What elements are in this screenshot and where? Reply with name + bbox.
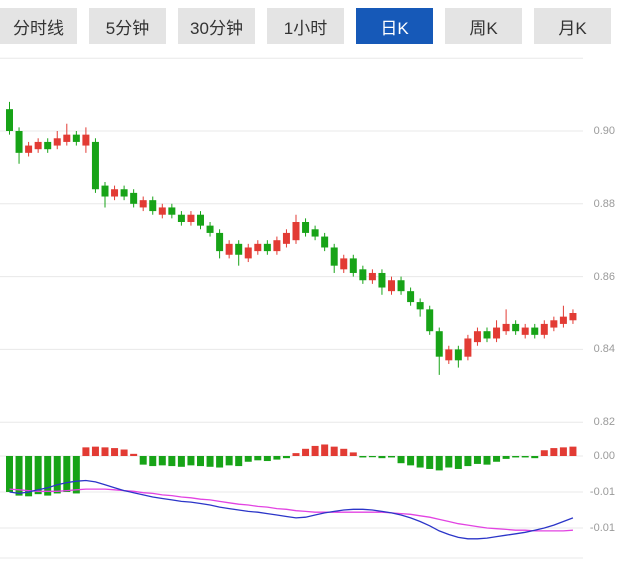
- tab-5min[interactable]: 5分钟: [89, 8, 166, 44]
- price-axis-label: 0.88: [593, 198, 615, 210]
- price-axis-label: 0.90: [593, 125, 615, 137]
- tab-1hour[interactable]: 1小时: [267, 8, 344, 44]
- macd-grid: [0, 455, 583, 559]
- price-axis-label: 0.84: [593, 343, 615, 355]
- dea-line: [9, 488, 573, 532]
- candles-layer: [6, 101, 577, 375]
- tab-30min[interactable]: 30分钟: [178, 8, 255, 44]
- tab-timeline[interactable]: 分时线: [0, 8, 77, 44]
- dif-line: [9, 479, 574, 540]
- macd-axis-label: -0.01: [589, 486, 615, 498]
- price-grid: [0, 57, 583, 423]
- macd-axis-label: -0.01: [589, 522, 615, 534]
- tab-daily-k[interactable]: 日K: [356, 8, 433, 44]
- macd-histogram: [6, 444, 577, 497]
- tab-weekly-k[interactable]: 周K: [445, 8, 522, 44]
- tab-monthly-k[interactable]: 月K: [534, 8, 611, 44]
- price-axis-label: 0.82: [593, 416, 615, 428]
- macd-axis-label: 0.00: [593, 450, 615, 462]
- price-axis-label: 0.86: [593, 271, 615, 283]
- interval-tabbar: 分时线 5分钟 30分钟 1小时 日K 周K 月K: [0, 8, 611, 44]
